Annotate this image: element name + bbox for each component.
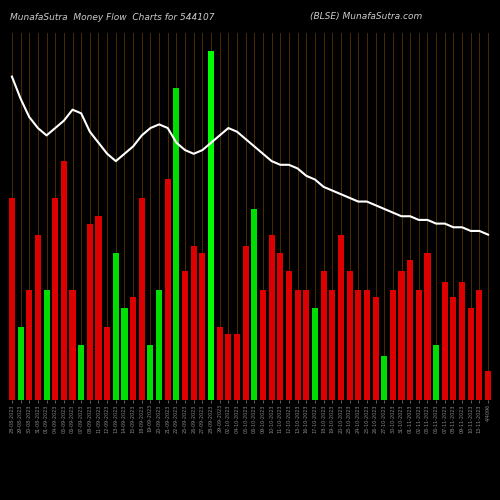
Bar: [476, 290, 482, 400]
Bar: [61, 161, 67, 400]
Bar: [70, 290, 75, 400]
Bar: [390, 290, 396, 400]
Bar: [294, 290, 300, 400]
Bar: [278, 253, 283, 400]
Bar: [208, 51, 214, 400]
Bar: [156, 290, 162, 400]
Bar: [104, 326, 110, 400]
Bar: [338, 234, 344, 400]
Bar: [18, 326, 24, 400]
Bar: [122, 308, 128, 400]
Bar: [260, 290, 266, 400]
Bar: [35, 234, 41, 400]
Bar: [44, 290, 50, 400]
Bar: [130, 297, 136, 400]
Bar: [450, 297, 456, 400]
Bar: [200, 253, 205, 400]
Bar: [407, 260, 413, 400]
Bar: [216, 326, 222, 400]
Bar: [312, 308, 318, 400]
Bar: [242, 246, 248, 400]
Bar: [268, 234, 274, 400]
Bar: [320, 272, 326, 400]
Bar: [252, 209, 258, 400]
Bar: [355, 290, 361, 400]
Bar: [442, 282, 448, 400]
Bar: [148, 345, 154, 400]
Bar: [174, 88, 180, 400]
Bar: [87, 224, 93, 400]
Bar: [364, 290, 370, 400]
Bar: [416, 290, 422, 400]
Bar: [346, 272, 352, 400]
Bar: [96, 216, 102, 400]
Text: MunafaSutra  Money Flow  Charts for 544107: MunafaSutra Money Flow Charts for 544107: [10, 12, 214, 22]
Bar: [372, 297, 378, 400]
Bar: [459, 282, 465, 400]
Bar: [164, 180, 171, 400]
Bar: [26, 290, 32, 400]
Bar: [468, 308, 474, 400]
Bar: [485, 370, 491, 400]
Bar: [398, 272, 404, 400]
Bar: [329, 290, 336, 400]
Bar: [424, 253, 430, 400]
Bar: [139, 198, 145, 400]
Text: (BLSE) MunafaSutra.com: (BLSE) MunafaSutra.com: [310, 12, 422, 22]
Bar: [182, 272, 188, 400]
Bar: [9, 198, 15, 400]
Bar: [190, 246, 197, 400]
Bar: [78, 345, 84, 400]
Bar: [381, 356, 387, 400]
Bar: [226, 334, 232, 400]
Bar: [113, 253, 119, 400]
Bar: [433, 345, 439, 400]
Bar: [303, 290, 310, 400]
Bar: [52, 198, 58, 400]
Bar: [234, 334, 240, 400]
Bar: [286, 272, 292, 400]
